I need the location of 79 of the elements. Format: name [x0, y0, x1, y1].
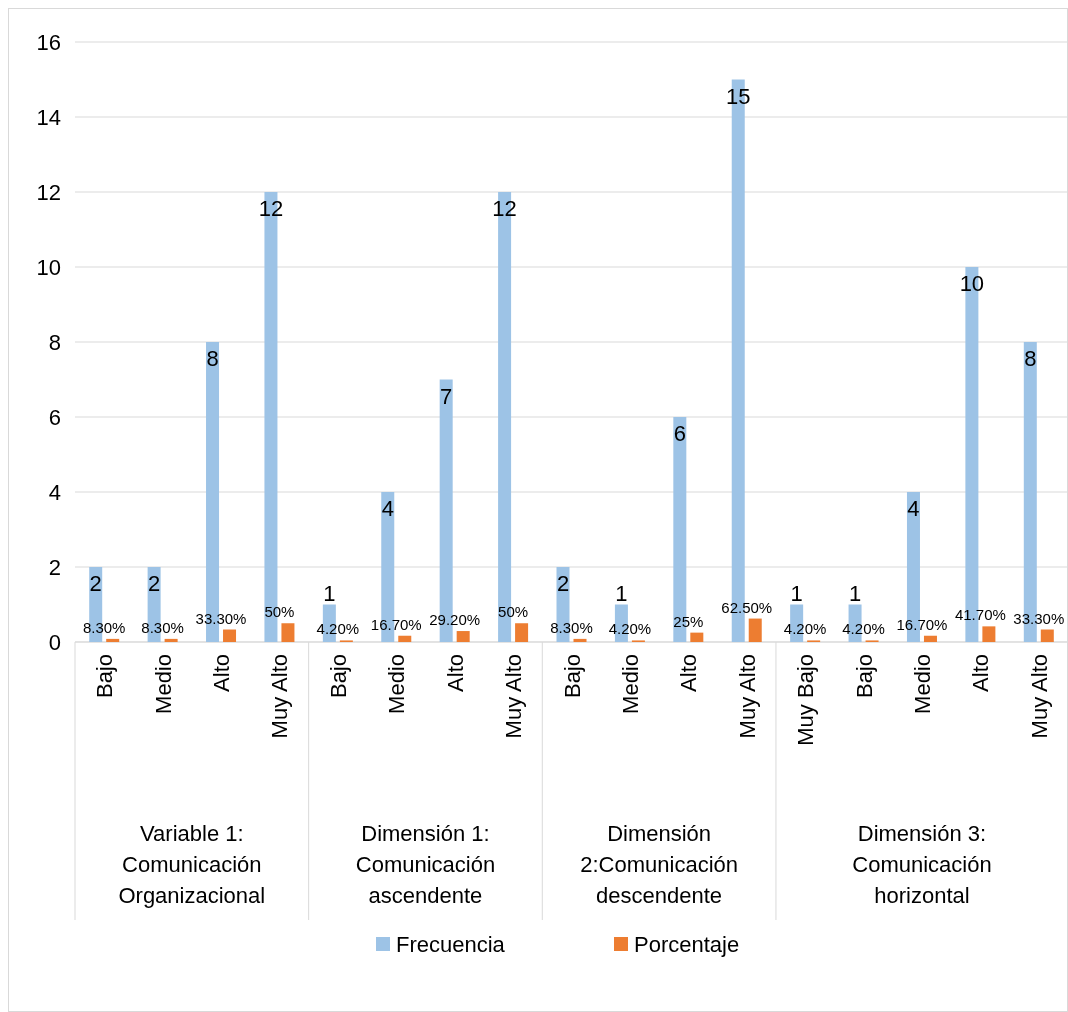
x-tick-label: Muy Bajo [793, 654, 819, 746]
data-label: 4 [381, 496, 394, 521]
y-tick-label: 6 [48, 404, 61, 430]
data-label: 6 [673, 421, 686, 446]
y-tick-label: 14 [36, 104, 61, 130]
legend-label: Frecuencia [396, 931, 506, 957]
y-tick-label: 10 [36, 254, 61, 280]
data-label: 1 [848, 580, 862, 606]
x-tick-label: Muy Alto [1026, 654, 1052, 739]
data-label: 1 [615, 580, 628, 606]
text: Dimensión 2:Comunicación descendente [580, 821, 738, 908]
data-label: 8.30% [82, 618, 126, 636]
y-tick-label: 16 [36, 29, 61, 55]
data-label: 4 [907, 496, 920, 521]
data-label: 62.50% [721, 598, 773, 616]
data-label: 15 [725, 83, 751, 109]
x-tick-label: Bajo [559, 654, 585, 699]
data-label: 1 [790, 580, 803, 606]
x-tick-label: Alto [968, 654, 994, 692]
data-label: 2 [147, 571, 161, 596]
x-tick-label: Muy Alto [501, 654, 527, 739]
data-label: 50% [264, 603, 295, 621]
data-label: 4.20% [316, 620, 360, 638]
data-label: 8.30% [550, 618, 593, 636]
legend-label: Porcentaje [634, 931, 740, 957]
x-tick-label: Alto [676, 654, 702, 692]
data-label: 29.20% [429, 611, 481, 629]
bar [106, 638, 120, 642]
x-tick-label: Medio [384, 654, 410, 714]
bar [690, 632, 704, 642]
bar [923, 635, 937, 642]
x-tick-label: Medio [909, 654, 935, 714]
x-tick-label: Bajo [92, 654, 118, 699]
data-label: 1 [323, 580, 336, 606]
y-tick-label: 0 [48, 629, 61, 655]
data-label: 16.70% [896, 615, 948, 633]
x-tick-label: Medio [150, 654, 176, 714]
x-tick-label: Muy Alto [267, 654, 293, 739]
data-label: 7 [440, 383, 453, 409]
y-tick-label: 12 [36, 179, 61, 205]
bar [748, 618, 762, 642]
data-label: 25% [673, 612, 704, 630]
bar [223, 629, 237, 642]
data-label: 41.70% [954, 606, 1006, 624]
x-tick-label: Alto [442, 654, 468, 692]
data-label: 2 [556, 571, 570, 596]
data-label: 10 [959, 271, 985, 296]
y-tick-label: 4 [48, 479, 61, 505]
bar [515, 623, 529, 642]
data-label: 8 [206, 346, 219, 371]
data-label: 2 [89, 571, 102, 596]
bar [1040, 629, 1054, 642]
data-label: 33.30% [1013, 609, 1065, 627]
data-label: 4.20% [608, 620, 652, 638]
x-tick-label: Muy Alto [734, 654, 760, 739]
y-tick-label: 2 [48, 554, 61, 580]
bar [398, 635, 412, 642]
data-label: 12 [492, 196, 517, 221]
data-label: 12 [258, 196, 284, 221]
data-label: 4.20% [783, 620, 827, 638]
y-tick-label: 8 [48, 329, 61, 355]
x-tick-label: Bajo [851, 654, 877, 699]
data-label: 8.30% [141, 618, 184, 636]
bar [982, 626, 996, 642]
data-label: 50% [498, 603, 529, 621]
text: Dimensión 1: Comunicación ascendente [355, 821, 496, 908]
x-tick-label: Bajo [325, 654, 351, 699]
text: Variable 1: Comunicación Organizacional [118, 821, 266, 908]
text: Dimensión 3: Comunicación horizontal [852, 821, 992, 908]
data-label: 33.30% [195, 609, 247, 627]
data-label: 4.20% [842, 620, 885, 638]
bar [456, 631, 470, 642]
bar [281, 623, 295, 642]
x-tick-label: Alto [209, 654, 235, 692]
x-tick-label: Medio [617, 654, 643, 714]
data-label: 8 [1024, 346, 1037, 371]
bar [573, 638, 587, 642]
bar [164, 638, 178, 642]
data-label: 16.70% [370, 615, 422, 633]
